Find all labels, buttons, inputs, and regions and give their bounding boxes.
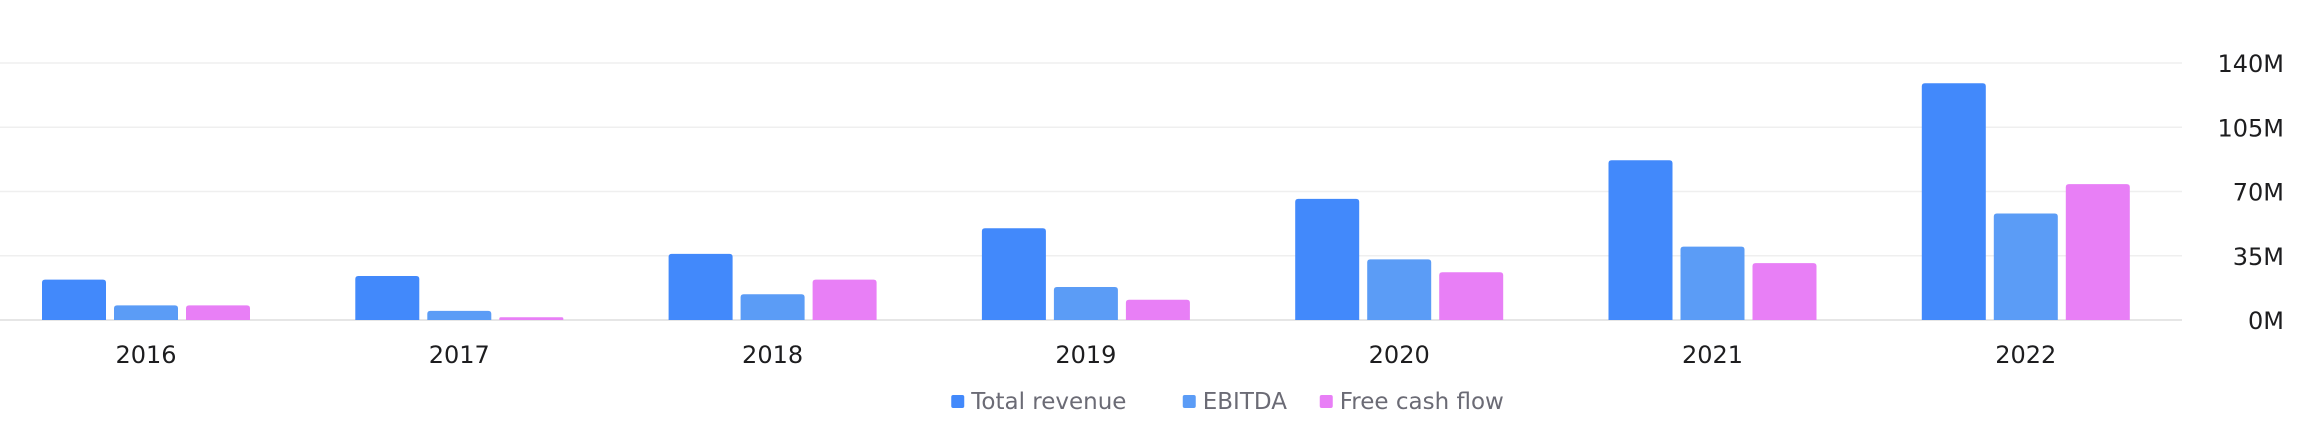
legend-label: EBITDA xyxy=(1203,389,1287,415)
y-tick-label: 70M xyxy=(2233,179,2284,207)
bar-ebitda-2016 xyxy=(114,305,178,320)
x-tick-label: 2021 xyxy=(1682,341,1743,369)
bar-ebitda-2020 xyxy=(1367,259,1432,320)
y-tick-label: 0M xyxy=(2248,307,2284,335)
x-tick-label: 2022 xyxy=(1995,341,2056,369)
bar-total-revenue-2018 xyxy=(668,253,733,320)
bar-free-cash-flow-2021 xyxy=(1752,263,1817,320)
bar-free-cash-flow-2022 xyxy=(2065,184,2130,320)
x-tick-label: 2016 xyxy=(115,341,176,369)
bar-total-revenue-2019 xyxy=(981,228,1046,320)
x-tick-label: 2019 xyxy=(1055,341,1116,369)
legend-swatch xyxy=(1182,395,1196,408)
bar-ebitda-2021 xyxy=(1680,246,1745,320)
bar-total-revenue-2022 xyxy=(1921,83,1986,320)
bar-free-cash-flow-2017 xyxy=(499,317,564,320)
bar-free-cash-flow-2019 xyxy=(1125,299,1190,320)
y-tick-label: 35M xyxy=(2233,243,2284,271)
x-tick-label: 2018 xyxy=(742,341,803,369)
bar-total-revenue-2017 xyxy=(355,275,420,320)
legend-swatch xyxy=(951,395,965,408)
legend-label: Total revenue xyxy=(970,389,1126,415)
bar-total-revenue-2016 xyxy=(42,279,106,320)
bar-ebitda-2018 xyxy=(740,294,805,320)
bar-free-cash-flow-2016 xyxy=(186,305,250,320)
bar-free-cash-flow-2018 xyxy=(812,279,877,320)
bar-free-cash-flow-2020 xyxy=(1439,272,1504,320)
bar-total-revenue-2021 xyxy=(1608,160,1673,320)
x-tick-label: 2020 xyxy=(1369,341,1430,369)
bar-ebitda-2017 xyxy=(427,310,492,320)
y-tick-label: 105M xyxy=(2217,114,2284,142)
x-tick-label: 2017 xyxy=(429,341,490,369)
bar-ebitda-2022 xyxy=(1993,213,2058,320)
bar-total-revenue-2020 xyxy=(1295,198,1360,320)
y-tick-label: 140M xyxy=(2217,50,2284,78)
legend-label: Free cash flow xyxy=(1340,389,1504,415)
legend-swatch xyxy=(1319,395,1333,408)
bar-ebitda-2019 xyxy=(1053,286,1118,320)
